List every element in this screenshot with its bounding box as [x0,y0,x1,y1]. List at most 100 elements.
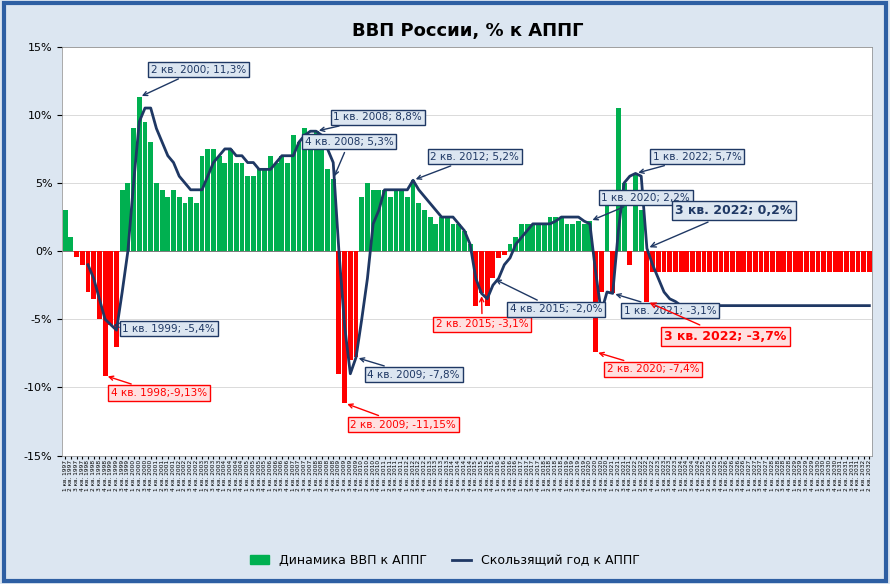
Bar [576,221,581,251]
Bar [433,224,438,251]
Bar [348,251,352,360]
Bar [62,210,68,251]
Bar [514,238,518,251]
Bar [519,224,524,251]
Bar [188,197,193,251]
Text: 2 кв. 2012; 5,2%: 2 кв. 2012; 5,2% [417,152,519,179]
Bar [582,224,587,251]
Bar [547,217,553,251]
Bar [239,162,245,251]
Bar [211,149,216,251]
Text: 3 кв. 2022; -3,7%: 3 кв. 2022; -3,7% [651,303,787,343]
Bar [194,203,198,251]
Bar [166,197,170,251]
Bar [485,251,490,305]
Bar [422,210,427,251]
Bar [467,244,473,251]
Bar [633,173,638,251]
Bar [336,251,342,374]
Bar [668,251,672,272]
Bar [622,183,627,251]
Bar [593,251,598,352]
Bar [365,183,370,251]
Bar [439,217,444,251]
Bar [457,224,461,251]
Bar [382,190,387,251]
Bar [730,251,735,272]
Bar [497,251,501,258]
Bar [781,251,786,272]
Bar [776,251,781,272]
Title: ВВП России, % к АППГ: ВВП России, % к АППГ [352,22,583,40]
Bar [690,251,695,272]
Bar [525,224,530,251]
Bar [616,108,621,251]
Bar [331,179,336,251]
Bar [793,251,797,272]
Text: 4 кв. 2009; -7,8%: 4 кв. 2009; -7,8% [360,358,460,380]
Bar [679,251,684,272]
Bar [246,176,250,251]
Bar [92,251,96,299]
Bar [554,217,558,251]
Bar [564,224,570,251]
Bar [821,251,826,272]
Bar [844,251,849,272]
Bar [428,217,433,251]
Bar [251,176,255,251]
Bar [142,121,148,251]
Bar [353,251,359,357]
Bar [405,197,409,251]
Bar [639,210,643,251]
Bar [656,251,660,272]
Bar [285,162,290,251]
Bar [507,244,513,251]
Bar [787,251,792,272]
Bar [770,251,775,272]
Bar [753,251,757,272]
Bar [479,251,484,293]
Bar [222,162,227,251]
Text: 1 кв. 2022; 5,7%: 1 кв. 2022; 5,7% [640,152,741,173]
Bar [74,251,79,256]
Bar [388,197,392,251]
Bar [536,224,541,251]
Bar [182,203,188,251]
Bar [256,169,262,251]
Text: 4 кв. 1998;-9,13%: 4 кв. 1998;-9,13% [109,376,206,398]
Text: 2 кв. 2000; 11,3%: 2 кв. 2000; 11,3% [143,65,246,95]
Bar [376,190,381,251]
Bar [303,128,307,251]
Bar [741,251,747,272]
Bar [862,251,866,272]
Bar [611,251,615,293]
Bar [708,251,712,272]
Bar [149,142,153,251]
Bar [542,224,546,251]
Text: 1 кв. 2021; -3,1%: 1 кв. 2021; -3,1% [617,294,716,316]
Bar [177,197,182,251]
Bar [291,135,295,251]
Bar [114,251,119,346]
Bar [867,251,872,272]
Bar [490,251,496,279]
Bar [263,169,267,251]
Bar [360,197,364,251]
Bar [410,180,416,251]
Bar [570,224,575,251]
Bar [325,169,330,251]
Text: 4 кв. 2015; -2,0%: 4 кв. 2015; -2,0% [497,280,603,314]
Bar [268,156,273,251]
Bar [137,97,142,251]
Text: 3 кв. 2022; 0,2%: 3 кв. 2022; 0,2% [651,204,793,247]
Bar [159,190,165,251]
Bar [120,190,125,251]
Bar [313,131,319,251]
Bar [97,251,101,319]
Text: 1 кв. 1999; -5,4%: 1 кв. 1999; -5,4% [115,323,215,333]
Bar [673,251,678,272]
Bar [199,156,205,251]
Bar [651,251,655,272]
Bar [684,251,689,272]
Bar [850,251,854,272]
